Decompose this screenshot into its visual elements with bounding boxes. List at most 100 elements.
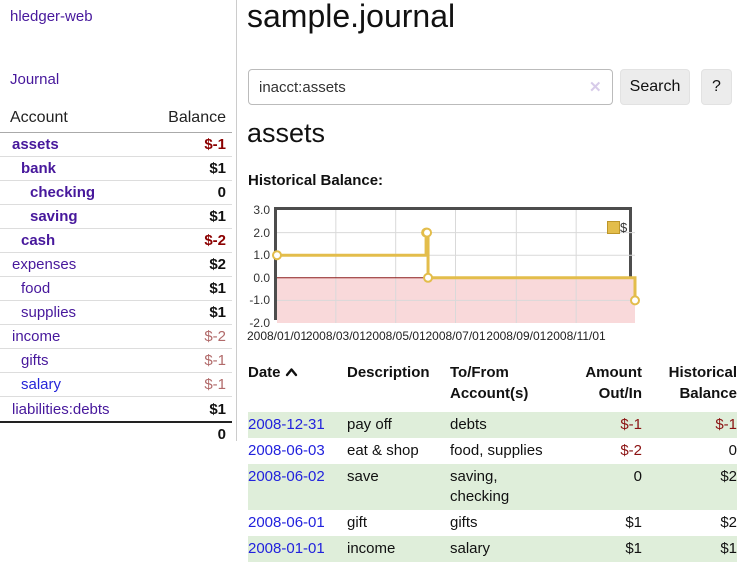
account-balance: $-2: [204, 232, 226, 249]
y-axis-tick-label: 2.0: [253, 225, 270, 240]
legend-swatch-icon: [607, 221, 620, 234]
transaction-amount: $1: [625, 514, 642, 531]
account-balance: $2: [209, 256, 226, 273]
account-link-checking[interactable]: checking: [30, 184, 96, 201]
sort-ascending-icon: [285, 368, 297, 377]
transaction-accounts: gifts: [450, 514, 478, 531]
app-title-link[interactable]: hledger-web: [10, 8, 93, 25]
account-row: income $-2: [0, 325, 232, 349]
account-row: supplies $1: [0, 301, 232, 325]
account-row: cash $-2: [0, 229, 232, 253]
accounts-total-value: 0: [217, 425, 226, 443]
help-button[interactable]: ?: [701, 69, 732, 105]
legend-label: $: [620, 220, 628, 235]
account-row: saving $1: [0, 205, 232, 229]
transaction-date-link[interactable]: 2008-06-02: [248, 468, 325, 485]
account-balance: $-1: [204, 352, 226, 369]
register-row: 2008-06-01 gift gifts $1 $2: [248, 510, 737, 536]
transaction-description: income: [347, 540, 396, 557]
account-link-saving[interactable]: saving: [30, 208, 78, 225]
x-axis-tick-label: 2008/03/01: [305, 329, 366, 343]
chart-section-heading: Historical Balance:: [248, 172, 384, 189]
clear-search-icon[interactable]: ✕: [589, 79, 602, 96]
sidebar-item-journal[interactable]: Journal: [10, 71, 60, 88]
page-title: sample.journal: [247, 0, 456, 34]
accounts-total-row: 0: [0, 421, 232, 445]
transaction-amount: $1: [625, 540, 642, 557]
y-axis-tick-label: -2.0: [249, 316, 270, 330]
register-row: 2008-06-03 eat & shop food, supplies $-2…: [248, 438, 737, 464]
date-column-header[interactable]: Date: [248, 362, 347, 412]
balance-column-header: Balance: [168, 109, 226, 126]
register-row: 2008-12-31 pay off debts $-1 $-1: [248, 412, 737, 438]
account-link-income[interactable]: income: [12, 328, 61, 345]
x-axis-tick-label: 2008/05/01: [365, 329, 426, 343]
x-axis-tick-label: 2008/09/01: [486, 329, 547, 343]
transaction-balance: $1: [720, 540, 737, 557]
transaction-balance: $2: [720, 468, 737, 485]
transaction-amount: 0: [633, 468, 642, 485]
balance-column-header: Historical Balance: [668, 364, 737, 402]
account-row: salary $-1: [0, 373, 232, 397]
search-button[interactable]: Search: [620, 69, 690, 105]
sidebar: hledger-web Journal Account Balance asse…: [0, 0, 237, 443]
description-column-header: Description: [347, 364, 430, 381]
account-balance: $1: [209, 280, 226, 297]
account-balance: $-1: [204, 136, 226, 153]
account-link-food[interactable]: food: [21, 280, 51, 297]
account-link-supplies[interactable]: supplies: [21, 304, 77, 321]
transaction-description: pay off: [347, 416, 392, 433]
register-table: Date Description To/From Account(s) Amou…: [248, 362, 737, 562]
amount-column-header: Amount Out/In: [585, 364, 642, 402]
search-input[interactable]: [248, 69, 613, 105]
transaction-description: gift: [347, 514, 368, 531]
y-axis-tick-label: 1.0: [253, 248, 270, 263]
x-axis-tick-label: 2008/01/01: [246, 329, 308, 343]
register-row: 2008-01-01 income salary $1 $1: [248, 536, 737, 562]
account-balance: $-1: [204, 376, 226, 393]
account-row: liabilities:debts $1: [0, 397, 232, 421]
account-row: expenses $2: [0, 253, 232, 277]
account-balance: $1: [209, 208, 226, 225]
account-link-cash[interactable]: cash: [21, 232, 56, 249]
historical-balance-chart: $ 3.0 2.0 1.0 0.0 -1.0 -2.0 2008/01/01 2008/03/…: [240, 203, 742, 345]
accounts-table-header: Account Balance: [0, 106, 232, 133]
transaction-amount: $-2: [620, 442, 642, 459]
chart-legend: $: [607, 220, 627, 235]
account-row: bank $1: [0, 157, 232, 181]
chart-plot-area: [272, 207, 640, 323]
account-column-header: Account: [10, 109, 68, 126]
account-row: food $1: [0, 277, 232, 301]
account-row: checking 0: [0, 181, 232, 205]
register-row: 2008-06-02 save saving, checking 0 $2: [248, 464, 737, 510]
y-axis-tick-label: 3.0: [253, 203, 270, 217]
y-axis-tick-label: -1.0: [249, 293, 270, 308]
account-link-bank[interactable]: bank: [21, 160, 57, 177]
account-link-assets[interactable]: assets: [12, 136, 59, 153]
transaction-accounts: salary: [450, 540, 491, 557]
account-row: gifts $-1: [0, 349, 232, 373]
transaction-date-link[interactable]: 2008-06-03: [248, 442, 325, 459]
transaction-accounts: saving, checking: [450, 468, 510, 505]
account-link-salary[interactable]: salary: [21, 376, 62, 393]
register-header-row: Date Description To/From Account(s) Amou…: [248, 362, 737, 412]
transaction-description: save: [347, 468, 379, 485]
account-heading: assets: [247, 118, 326, 148]
transaction-balance: $-1: [715, 416, 737, 433]
account-balance: 0: [217, 184, 226, 201]
account-row: assets $-1: [0, 133, 232, 157]
transaction-amount: $-1: [620, 416, 642, 433]
transaction-date-link[interactable]: 2008-06-01: [248, 514, 325, 531]
transaction-date-link[interactable]: 2008-01-01: [248, 540, 325, 557]
account-balance: $1: [209, 160, 226, 177]
transaction-accounts: debts: [450, 416, 487, 433]
account-link-gifts[interactable]: gifts: [21, 352, 49, 369]
accounts-table: Account Balance assets $-1 bank $1 check…: [0, 106, 232, 445]
transaction-balance: $2: [720, 514, 737, 531]
y-axis-tick-label: 0.0: [253, 270, 270, 285]
transaction-date-link[interactable]: 2008-12-31: [248, 416, 325, 433]
x-axis-tick-label: 2008/07/01: [425, 329, 486, 343]
account-link-liabilities-debts[interactable]: liabilities:debts: [12, 400, 110, 418]
account-balance: $1: [209, 400, 226, 418]
account-link-expenses[interactable]: expenses: [12, 256, 77, 273]
